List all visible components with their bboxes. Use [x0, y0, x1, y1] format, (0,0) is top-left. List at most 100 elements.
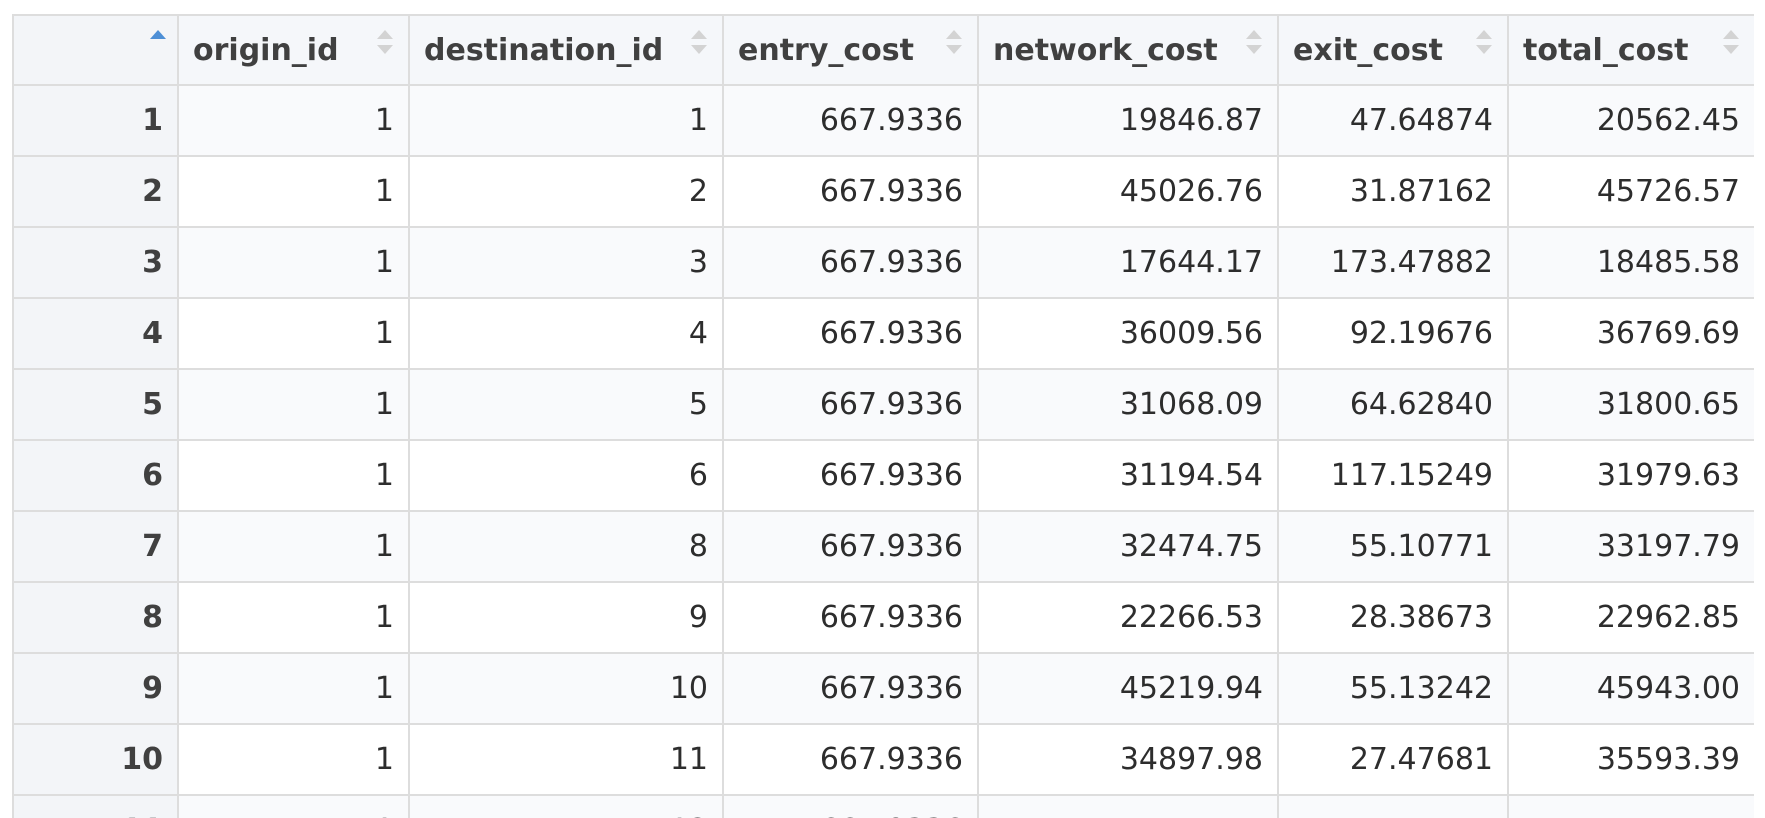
row-number: 11 [12, 794, 179, 818]
table-cell-destination-id: 1 [408, 84, 724, 157]
table-cell-entry-cost: 667.9336 [722, 794, 979, 818]
sort-icon[interactable] [690, 28, 708, 58]
row-number: 2 [12, 155, 179, 228]
table-row: 11112667.9336 [12, 794, 1754, 818]
table-cell-network-cost: 45026.76 [977, 155, 1279, 228]
column-header-rowname[interactable] [12, 14, 179, 86]
table-row: 2 1 2 667.9336 45026.76 31.87162 45726.57 [12, 155, 1754, 228]
column-header-origin-id[interactable]: origin_id [177, 14, 410, 86]
table-body: 1 1 1 667.9336 19846.87 47.64874 20562.45 2 1 2 66… [12, 84, 1754, 818]
table-cell-network-cost: 22266.53 [977, 581, 1279, 654]
table-cell-origin-id: 1 [177, 439, 410, 512]
table-cell-entry-cost: 667.9336 [722, 297, 979, 370]
table-cell-entry-cost: 667.9336 [722, 226, 979, 299]
table-cell-destination-id: 8 [408, 510, 724, 583]
table-row: 6 1 6 667.9336 31194.54 117.15249 31979.63 [12, 439, 1754, 512]
table-cell-total-cost [1507, 794, 1754, 818]
table-cell-total-cost: 45943.00 [1507, 652, 1754, 725]
table-cell-exit-cost: 117.15249 [1277, 439, 1509, 512]
row-number: 6 [12, 439, 179, 512]
table-cell-total-cost: 33197.79 [1507, 510, 1754, 583]
column-header-label: network_cost [993, 32, 1218, 68]
table-cell-destination-id: 5 [408, 368, 724, 441]
table-cell-total-cost: 31800.65 [1507, 368, 1754, 441]
table-cell-network-cost: 17644.17 [977, 226, 1279, 299]
table-cell-destination-id: 12 [408, 794, 724, 818]
table-cell-origin-id: 1 [177, 368, 410, 441]
table-cell-destination-id: 9 [408, 581, 724, 654]
table-cell-total-cost: 20562.45 [1507, 84, 1754, 157]
table-cell-destination-id: 3 [408, 226, 724, 299]
sort-icon[interactable] [1475, 28, 1493, 58]
table-cell-destination-id: 4 [408, 297, 724, 370]
row-number: 3 [12, 226, 179, 299]
column-header-network-cost[interactable]: network_cost [977, 14, 1279, 86]
table-row: 5 1 5 667.9336 31068.09 64.62840 31800.65 [12, 368, 1754, 441]
table-row: 3 1 3 667.9336 17644.17 173.47882 18485.58 [12, 226, 1754, 299]
table-cell-destination-id: 6 [408, 439, 724, 512]
table-cell-entry-cost: 667.9336 [722, 723, 979, 796]
table-cell-exit-cost: 31.87162 [1277, 155, 1509, 228]
table-row: 1 1 1 667.9336 19846.87 47.64874 20562.45 [12, 84, 1754, 157]
table-cell-origin-id: 1 [177, 297, 410, 370]
column-header-label: exit_cost [1293, 32, 1443, 68]
table-cell-exit-cost: 173.47882 [1277, 226, 1509, 299]
table-cell-origin-id: 1 [177, 794, 410, 818]
table-row: 4 1 4 667.9336 36009.56 92.19676 36769.69 [12, 297, 1754, 370]
table-cell-network-cost: 31194.54 [977, 439, 1279, 512]
table-cell-exit-cost: 55.10771 [1277, 510, 1509, 583]
table-cell-total-cost: 22962.85 [1507, 581, 1754, 654]
table-cell-destination-id: 11 [408, 723, 724, 796]
table-cell-entry-cost: 667.9336 [722, 368, 979, 441]
table-cell-origin-id: 1 [177, 510, 410, 583]
row-number: 7 [12, 510, 179, 583]
table-cell-destination-id: 2 [408, 155, 724, 228]
table-cell-network-cost: 32474.75 [977, 510, 1279, 583]
column-header-label: destination_id [424, 32, 664, 68]
row-number: 10 [12, 723, 179, 796]
table-cell-network-cost [977, 794, 1279, 818]
column-header-label: entry_cost [738, 32, 914, 68]
table-cell-origin-id: 1 [177, 723, 410, 796]
table-cell-entry-cost: 667.9336 [722, 155, 979, 228]
table-cell-exit-cost [1277, 794, 1509, 818]
column-header-label: origin_id [193, 32, 339, 68]
table-cell-exit-cost: 64.62840 [1277, 368, 1509, 441]
sort-icon[interactable] [1722, 28, 1740, 58]
row-number: 5 [12, 368, 179, 441]
row-number: 9 [12, 652, 179, 725]
table-cell-entry-cost: 667.9336 [722, 652, 979, 725]
table-cell-exit-cost: 27.47681 [1277, 723, 1509, 796]
table-cell-network-cost: 45219.94 [977, 652, 1279, 725]
sort-icon[interactable] [1245, 28, 1263, 58]
table-cell-exit-cost: 55.13242 [1277, 652, 1509, 725]
column-header-entry-cost[interactable]: entry_cost [722, 14, 979, 86]
header-row: origin_id destination_id entry_cost netw… [12, 14, 1754, 86]
table-cell-origin-id: 1 [177, 155, 410, 228]
table-cell-total-cost: 18485.58 [1507, 226, 1754, 299]
row-number: 8 [12, 581, 179, 654]
column-header-total-cost[interactable]: total_cost [1507, 14, 1754, 86]
table-cell-exit-cost: 47.64874 [1277, 84, 1509, 157]
table-cell-origin-id: 1 [177, 581, 410, 654]
table-cell-exit-cost: 28.38673 [1277, 581, 1509, 654]
table-cell-network-cost: 36009.56 [977, 297, 1279, 370]
row-number: 1 [12, 84, 179, 157]
row-number: 4 [12, 297, 179, 370]
table-cell-origin-id: 1 [177, 652, 410, 725]
table-cell-total-cost: 36769.69 [1507, 297, 1754, 370]
table-cell-entry-cost: 667.9336 [722, 581, 979, 654]
column-header-destination-id[interactable]: destination_id [408, 14, 724, 86]
table-cell-network-cost: 34897.98 [977, 723, 1279, 796]
table-cell-origin-id: 1 [177, 226, 410, 299]
sort-icon[interactable] [945, 28, 963, 58]
table-cell-destination-id: 10 [408, 652, 724, 725]
table-cell-exit-cost: 92.19676 [1277, 297, 1509, 370]
table-cell-total-cost: 45726.57 [1507, 155, 1754, 228]
column-header-exit-cost[interactable]: exit_cost [1277, 14, 1509, 86]
table-cell-network-cost: 19846.87 [977, 84, 1279, 157]
sort-icon[interactable] [376, 28, 394, 58]
table-row: 10 1 11 667.9336 34897.98 27.47681 35593.39 [12, 723, 1754, 796]
table-row: 7 1 8 667.9336 32474.75 55.10771 33197.79 [12, 510, 1754, 583]
sort-asc-icon[interactable] [149, 28, 167, 58]
